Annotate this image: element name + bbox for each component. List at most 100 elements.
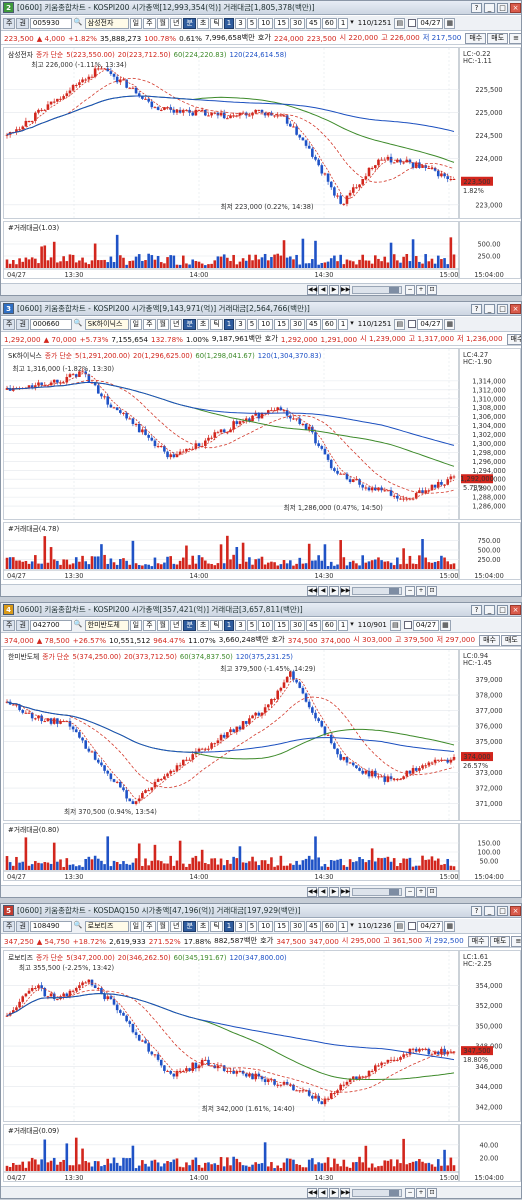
interval-button-10[interactable]: 10	[258, 920, 274, 932]
scroll-thumb[interactable]	[389, 588, 399, 594]
date-checkbox[interactable]	[403, 621, 412, 629]
date-checkbox[interactable]	[408, 320, 417, 328]
settings-button[interactable]: ≡	[509, 32, 521, 44]
period-button-5[interactable]: 초	[196, 920, 210, 932]
period-button-5[interactable]: 초	[196, 619, 210, 631]
interval-button-5[interactable]: 5	[246, 318, 258, 330]
range-input[interactable]: 1	[337, 17, 349, 29]
stock-mode-toggle[interactable]: 주	[3, 619, 16, 631]
search-icon[interactable]: 🔍	[72, 17, 84, 29]
scroll-first-icon[interactable]: ◀◀	[307, 586, 318, 596]
stock-mode-toggle[interactable]: 주	[3, 920, 16, 932]
period-button-4[interactable]: 분	[183, 318, 196, 330]
interval-button-10[interactable]: 10	[258, 17, 274, 29]
interval-button-5[interactable]: 5	[246, 619, 258, 631]
scroll-thumb[interactable]	[389, 1190, 399, 1196]
fit-icon[interactable]: ⊡	[427, 285, 437, 295]
window-title-bar[interactable]: 3 [0600] 키움종합차트 - KOSPI200 시가총액[9,143,971…	[1, 302, 521, 316]
interval-button-5[interactable]: 5	[246, 17, 258, 29]
stock-mode-toggle[interactable]: 주	[3, 17, 16, 29]
period-button-1[interactable]: 주	[143, 17, 156, 29]
buy-button[interactable]: 매수	[467, 935, 489, 947]
scroll-first-icon[interactable]: ◀◀	[307, 887, 318, 897]
zoom-in-icon[interactable]: +	[416, 285, 426, 295]
interval-button-60[interactable]: 60	[321, 619, 337, 631]
range-dropdown-icon[interactable]: ▾	[349, 17, 355, 29]
period-button-6[interactable]: 틱	[210, 17, 223, 29]
buy-button[interactable]: 매수	[479, 634, 500, 646]
scroll-prev-icon[interactable]: ◀	[318, 285, 328, 295]
range-dropdown-icon[interactable]: ▾	[349, 920, 355, 932]
buy-button[interactable]: 매수	[465, 32, 487, 44]
sell-button[interactable]: 매도	[487, 32, 509, 44]
interval-button-1[interactable]: 1	[223, 17, 235, 29]
rights-toggle[interactable]: 권	[16, 920, 29, 932]
period-button-6[interactable]: 틱	[210, 920, 223, 932]
calendar-icon[interactable]: ▦	[444, 17, 456, 29]
period-button-0[interactable]: 일	[129, 318, 143, 330]
zoom-in-icon[interactable]: +	[416, 586, 426, 596]
scroll-next-icon[interactable]: ▶	[329, 887, 339, 897]
interval-button-15[interactable]: 15	[274, 920, 290, 932]
help-button[interactable]: ?	[471, 604, 482, 615]
period-button-3[interactable]: 년	[169, 17, 183, 29]
period-button-0[interactable]: 일	[129, 920, 143, 932]
period-button-5[interactable]: 초	[196, 17, 210, 29]
scroll-prev-icon[interactable]: ◀	[318, 586, 328, 596]
period-button-6[interactable]: 틱	[210, 619, 223, 631]
period-button-2[interactable]: 월	[156, 619, 169, 631]
stock-code-input[interactable]: 000660	[29, 318, 72, 330]
scroll-thumb[interactable]	[389, 287, 399, 293]
sell-button[interactable]: 매도	[489, 935, 511, 947]
interval-button-10[interactable]: 10	[258, 318, 274, 330]
period-button-3[interactable]: 년	[169, 920, 183, 932]
range-input[interactable]: 1	[337, 318, 349, 330]
interval-button-45[interactable]: 45	[305, 17, 321, 29]
period-button-0[interactable]: 일	[129, 619, 143, 631]
zoom-in-icon[interactable]: +	[416, 887, 426, 897]
search-icon[interactable]: 🔍	[72, 318, 84, 330]
scroll-last-icon[interactable]: ▶▶	[340, 1188, 351, 1198]
period-button-4[interactable]: 분	[183, 17, 196, 29]
interval-button-30[interactable]: 30	[290, 920, 305, 932]
period-button-2[interactable]: 월	[156, 17, 169, 29]
range-input[interactable]: 1	[337, 619, 349, 631]
calendar-icon[interactable]: ▦	[439, 619, 451, 631]
period-button-5[interactable]: 초	[196, 318, 210, 330]
maximize-button[interactable]: □	[497, 303, 508, 314]
calendar-icon[interactable]: ▦	[444, 318, 456, 330]
interval-button-1[interactable]: 1	[223, 318, 235, 330]
interval-button-15[interactable]: 15	[274, 17, 290, 29]
interval-button-3[interactable]: 3	[235, 619, 246, 631]
scroll-track[interactable]	[352, 1189, 402, 1197]
date-input[interactable]: 04/27	[417, 17, 444, 29]
scroll-last-icon[interactable]: ▶▶	[340, 285, 351, 295]
rights-toggle[interactable]: 권	[16, 619, 29, 631]
scroll-next-icon[interactable]: ▶	[329, 1188, 339, 1198]
minimize-button[interactable]: _	[484, 905, 495, 916]
close-button[interactable]: ×	[510, 2, 521, 13]
period-button-2[interactable]: 월	[156, 318, 169, 330]
period-button-1[interactable]: 주	[143, 920, 156, 932]
period-button-3[interactable]: 년	[169, 619, 183, 631]
rights-toggle[interactable]: 권	[16, 17, 29, 29]
scroll-first-icon[interactable]: ◀◀	[307, 1188, 318, 1198]
interval-button-3[interactable]: 3	[235, 17, 246, 29]
period-button-3[interactable]: 년	[169, 318, 183, 330]
interval-button-45[interactable]: 45	[305, 318, 321, 330]
help-button[interactable]: ?	[471, 905, 482, 916]
search-icon[interactable]: 🔍	[72, 920, 84, 932]
search-icon[interactable]: 🔍	[72, 619, 84, 631]
zoom-out-icon[interactable]: −	[405, 887, 415, 897]
interval-button-60[interactable]: 60	[321, 17, 337, 29]
help-button[interactable]: ?	[471, 303, 482, 314]
minimize-button[interactable]: _	[484, 303, 495, 314]
scroll-next-icon[interactable]: ▶	[329, 586, 339, 596]
period-button-4[interactable]: 분	[183, 619, 196, 631]
date-input[interactable]: 04/27	[417, 318, 444, 330]
fit-icon[interactable]: ⊡	[427, 887, 437, 897]
fit-icon[interactable]: ⊡	[427, 1188, 437, 1198]
stock-mode-toggle[interactable]: 주	[3, 318, 16, 330]
sell-button[interactable]: 매도	[500, 634, 521, 646]
scroll-last-icon[interactable]: ▶▶	[340, 887, 351, 897]
